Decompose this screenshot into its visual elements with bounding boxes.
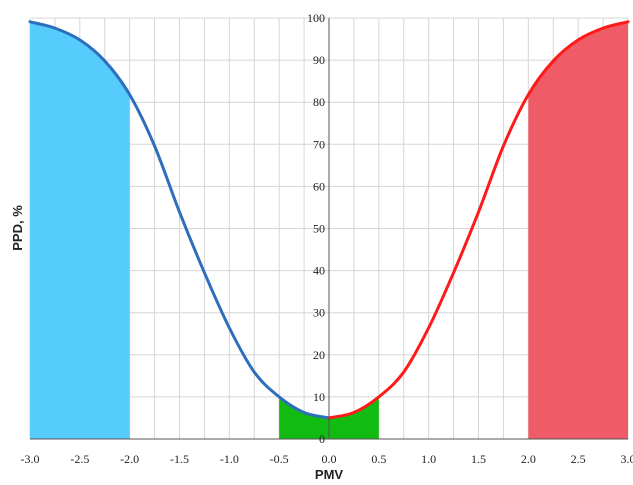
y-tick-label: 60 (313, 179, 325, 193)
x-tick-label: 1.0 (421, 452, 436, 466)
x-tick-label: -1.0 (220, 452, 239, 466)
warm-side-curve (327, 20, 630, 420)
y-tick-label: 40 (313, 264, 325, 278)
x-tick-label: 1.5 (471, 452, 486, 466)
x-tick-label: 0.5 (371, 452, 386, 466)
y-axis-title: PPD, % (10, 205, 25, 251)
y-tick-label: 30 (313, 306, 325, 320)
y-tick-label: 20 (313, 348, 325, 362)
shaded-region (30, 21, 130, 439)
y-tick-label: 90 (313, 53, 325, 67)
x-tick-label: 0.0 (322, 452, 337, 466)
shaded-region (528, 21, 628, 439)
x-tick-label: 2.0 (521, 452, 536, 466)
x-tick-label: 2.5 (571, 452, 586, 466)
cold-side-curve (28, 20, 331, 420)
y-tick-label: 0 (319, 432, 325, 446)
x-tick-label: -2.5 (70, 452, 89, 466)
x-axis-title: PMV (315, 467, 344, 482)
y-tick-label: 10 (313, 390, 325, 404)
y-tick-label: 70 (313, 137, 325, 151)
y-tick-label: 80 (313, 95, 325, 109)
y-tick-label: 50 (313, 222, 325, 236)
axes: -3.0 -2.5 -2.0 -1.5 -1.0 -0.5 0.0 0.5 1.0 1.5 2.0 2… (21, 11, 633, 466)
y-tick-label: 100 (307, 11, 325, 25)
x-tick-label: -1.5 (170, 452, 189, 466)
x-tick-label: -2.0 (120, 452, 139, 466)
x-tick-label: -0.5 (270, 452, 289, 466)
x-tick-label: -3.0 (21, 452, 40, 466)
x-tick-label: 3.0 (621, 452, 633, 466)
ppd-curves (28, 20, 630, 420)
